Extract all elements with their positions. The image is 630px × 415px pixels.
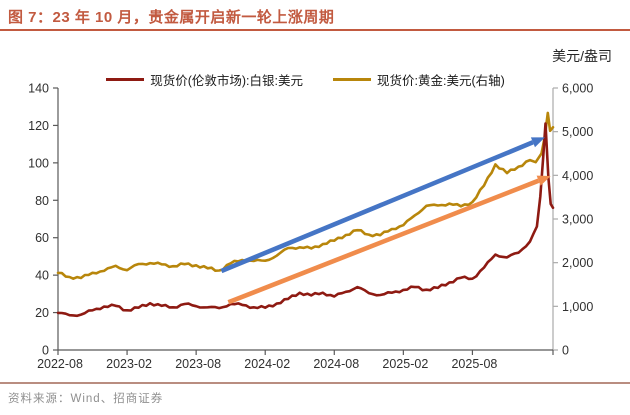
x-tick-label: 2025-08 [451,357,497,371]
left-tick-label: 120 [28,119,49,133]
left-tick-label: 140 [28,82,49,96]
figure-title: 图 7：23 年 10 月，贵金属开启新一轮上涨周期 [8,9,335,26]
legend-swatch-gold [333,78,371,81]
x-tick-label: 2024-08 [313,357,359,371]
source-note: 资料来源：Wind、招商证券 [8,393,164,405]
left-tick-label: 60 [35,231,49,245]
right-tick-label: 1,000 [562,300,593,314]
x-tick-label: 2022-08 [37,357,83,371]
gold-trend-arrow-shaft [220,140,534,274]
x-tick-label: 2024-02 [244,357,290,371]
left-tick-label: 40 [35,269,49,283]
left-tick-label: 0 [42,344,49,358]
gold-trend-arrow-head [530,137,545,148]
silver-trend-arrow-head [536,175,551,186]
right-tick-label: 4,000 [562,169,593,183]
left-tick-label: 80 [35,194,49,208]
legend-item-gold: 现货价:黄金:美元(右轴) [333,70,505,89]
x-tick-label: 2023-02 [106,357,152,371]
title-underline [0,29,630,31]
right-tick-label: 6,000 [562,82,593,96]
right-tick-label: 3,000 [562,213,593,227]
left-tick-label: 100 [28,156,49,170]
silver-trend-arrow-shaft [227,178,540,305]
left-tick-label: 20 [35,306,49,320]
x-tick-label: 2025-02 [382,357,428,371]
right-tick-label: 5,000 [562,125,593,139]
silver-price-line [56,122,555,318]
legend-label-gold: 现货价:黄金:美元(右轴) [377,74,505,88]
footer-divider [0,382,630,384]
gold-price-line [56,111,555,281]
right-tick-label: 2,000 [562,256,593,270]
x-tick-label: 2023-08 [175,357,221,371]
legend-item-silver: 现货价(伦敦市场):白银:美元 [106,70,303,89]
right-tick-label: 0 [562,344,569,358]
legend-swatch-silver [106,78,145,81]
legend-label-silver: 现货价(伦敦市场):白银:美元 [150,74,303,88]
right-axis-unit-label: 美元/盎司 [552,48,612,64]
chart-legend: 现货价(伦敦市场):白银:美元 现货价:黄金:美元(右轴) [58,70,553,89]
